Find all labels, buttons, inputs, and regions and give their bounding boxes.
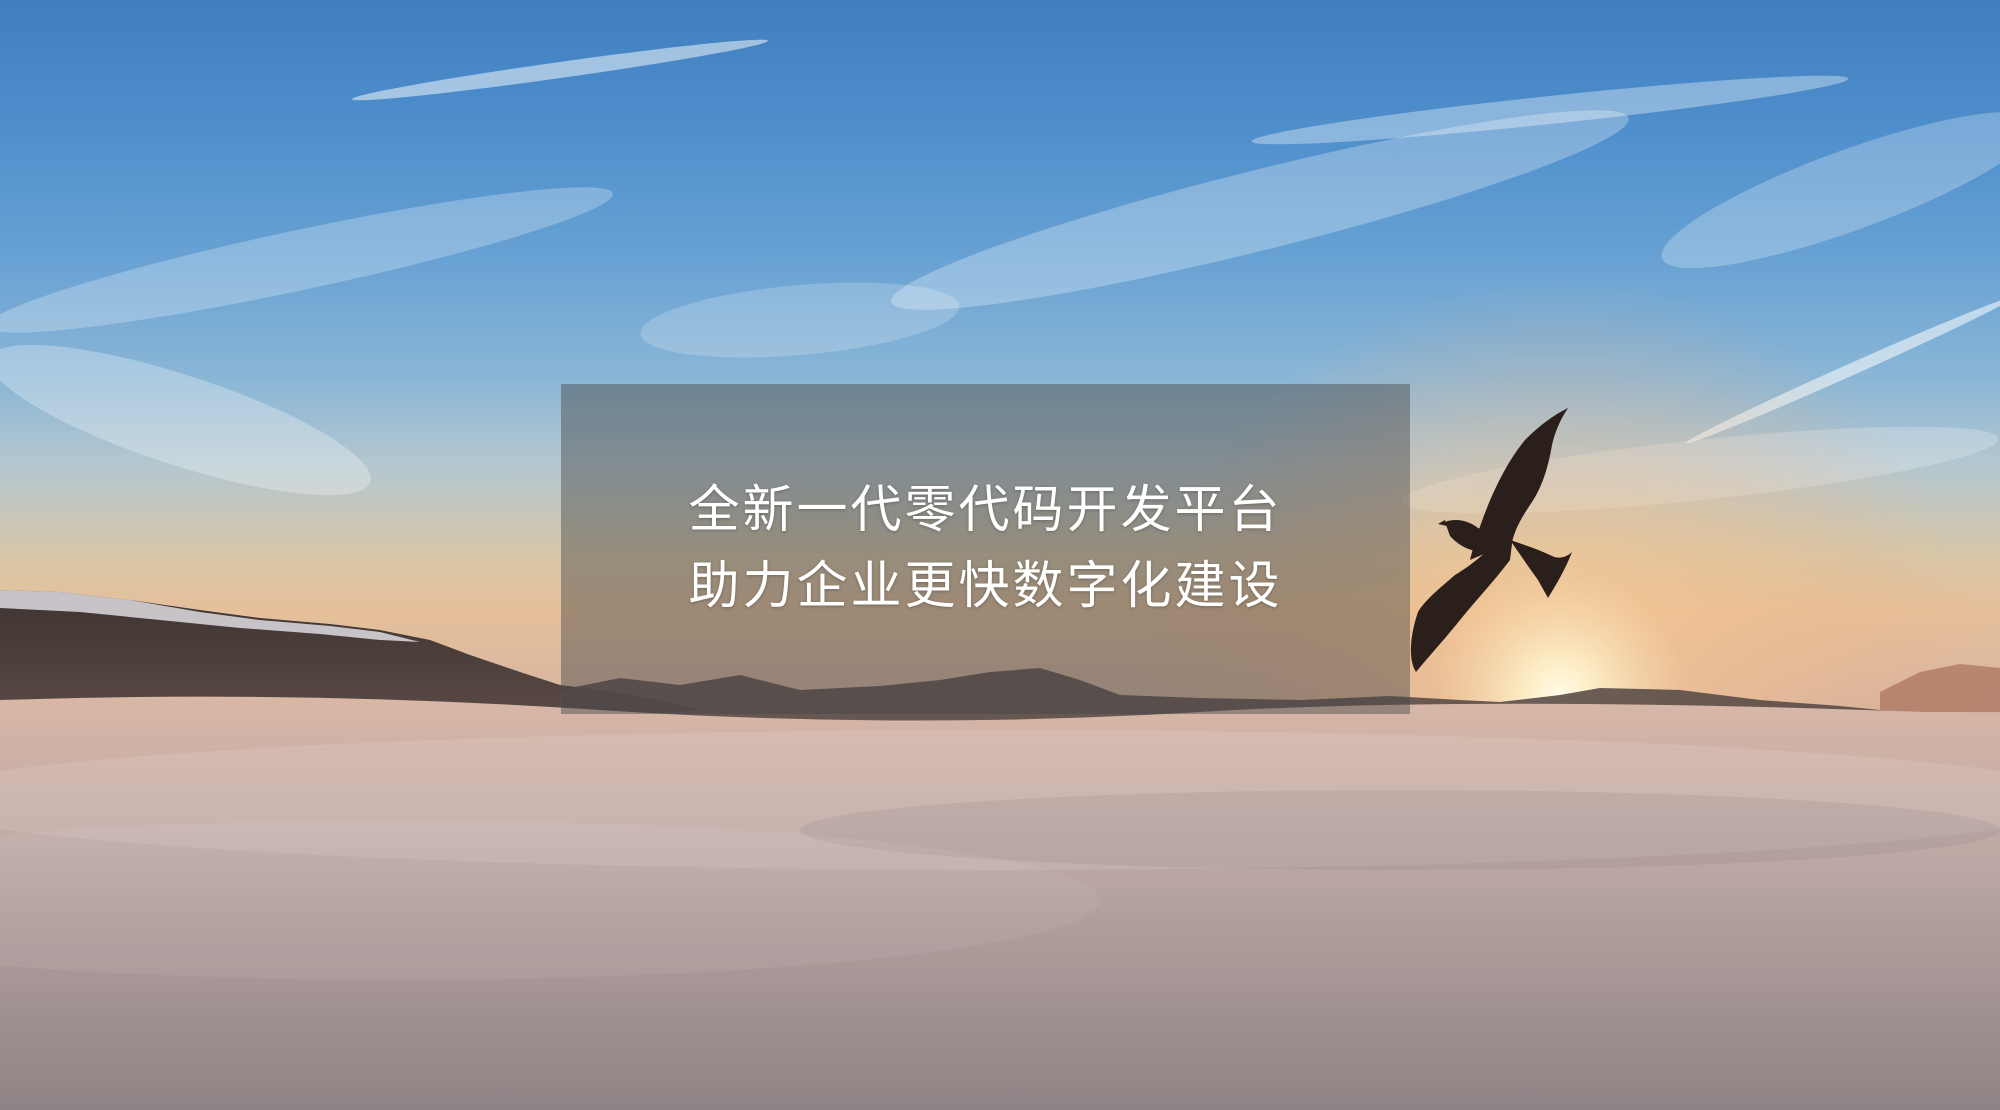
headline-line-1: 全新一代零代码开发平台 (688, 481, 1283, 540)
mountain-range-left (0, 590, 700, 720)
headline-line-2: 助力企业更快数字化建设 (688, 557, 1283, 616)
eagle-icon (1410, 408, 1572, 672)
headline-overlay: 全新一代零代码开发平台 助力企业更快数字化建设 (561, 384, 1410, 714)
cloud-sea (0, 696, 2000, 1110)
mountain-snow (0, 590, 420, 642)
mountain-right-ridge (1880, 664, 2000, 712)
